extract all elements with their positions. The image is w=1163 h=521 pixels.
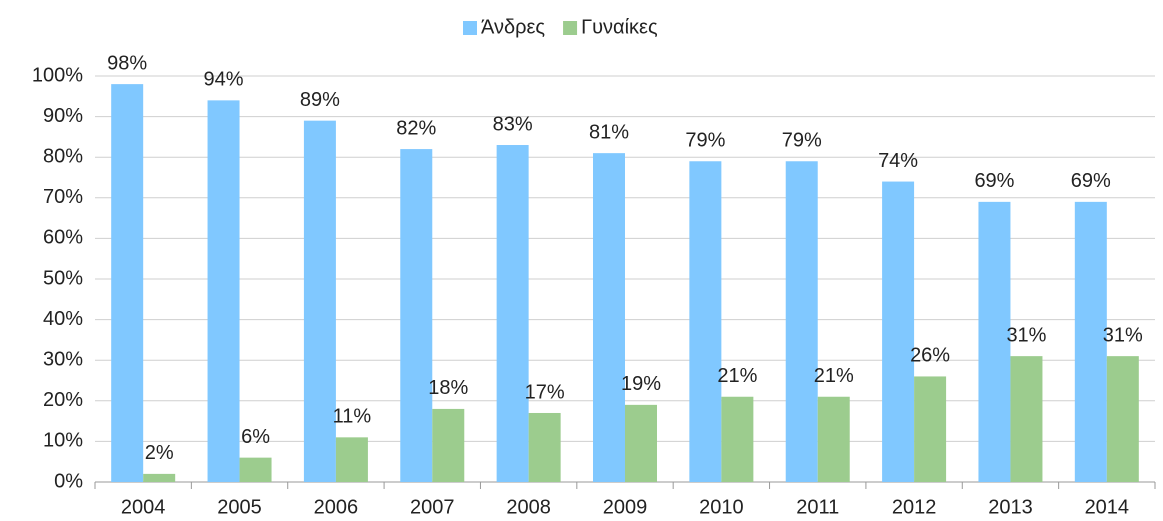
x-tick-label: 2007 — [410, 496, 455, 518]
y-tick-label: 60% — [43, 227, 83, 249]
data-label: 89% — [300, 89, 340, 111]
data-label: 19% — [621, 373, 661, 395]
legend-label: Γυναίκες — [581, 16, 658, 38]
data-label: 26% — [910, 345, 950, 367]
bar — [978, 201, 1011, 483]
data-label: 94% — [204, 69, 244, 91]
data-label: 2% — [145, 442, 174, 464]
y-tick-label: 50% — [43, 267, 83, 289]
x-tick-label: 2011 — [796, 496, 839, 518]
legend-swatch — [463, 21, 477, 35]
x-tick-label: 2014 — [1085, 496, 1130, 518]
x-tick-label: 2004 — [121, 496, 166, 518]
bar — [882, 181, 915, 482]
data-label: 98% — [107, 52, 147, 74]
data-label: 6% — [241, 426, 270, 448]
data-label: 69% — [974, 170, 1014, 192]
y-tick-label: 20% — [43, 389, 83, 411]
data-label: 17% — [525, 381, 565, 403]
data-label: 69% — [1071, 170, 1111, 192]
data-label: 79% — [782, 130, 822, 152]
y-tick-label: 80% — [43, 145, 83, 167]
bar — [528, 412, 561, 482]
x-tick-label: 2006 — [314, 496, 359, 518]
data-label: 83% — [493, 113, 533, 135]
bar — [1074, 201, 1107, 483]
data-label: 31% — [1103, 324, 1143, 346]
bar — [303, 120, 336, 482]
bar — [914, 376, 947, 482]
bar — [496, 145, 529, 482]
bar — [335, 437, 368, 482]
y-tick-label: 10% — [43, 430, 83, 452]
bar — [111, 84, 144, 483]
bar — [785, 161, 818, 482]
legend-label: Άνδρες — [481, 16, 545, 38]
y-tick-label: 0% — [54, 470, 83, 492]
data-label: 74% — [878, 150, 918, 172]
bar — [432, 408, 465, 482]
x-tick-label: 2005 — [217, 496, 262, 518]
bar — [817, 396, 850, 482]
bar — [625, 404, 657, 482]
y-tick-label: 90% — [43, 105, 83, 127]
data-label: 21% — [717, 365, 757, 387]
bar — [143, 473, 176, 482]
data-label: 81% — [589, 121, 629, 143]
x-tick-label: 2009 — [603, 496, 648, 518]
data-label: 31% — [1006, 324, 1046, 346]
x-tick-label: 2012 — [892, 496, 937, 518]
legend-swatch — [563, 21, 578, 35]
data-label: 18% — [428, 377, 468, 399]
bar — [689, 161, 722, 482]
y-tick-label: 40% — [43, 308, 83, 330]
x-tick-label: 2010 — [699, 496, 744, 518]
data-label: 79% — [685, 130, 725, 152]
data-label: 11% — [333, 406, 372, 428]
data-label: 21% — [814, 365, 854, 387]
data-label: 82% — [396, 117, 436, 139]
x-tick-label: 2008 — [506, 496, 551, 518]
y-tick-label: 70% — [43, 186, 83, 208]
bar — [593, 153, 625, 482]
bar — [207, 100, 240, 483]
bar — [239, 457, 272, 482]
bar — [1106, 356, 1139, 482]
y-tick-label: 30% — [43, 348, 83, 370]
bar — [400, 149, 433, 482]
y-tick-label: 100% — [32, 64, 83, 86]
bar — [1010, 356, 1043, 482]
x-tick-label: 2013 — [988, 496, 1033, 518]
bar — [721, 396, 754, 482]
